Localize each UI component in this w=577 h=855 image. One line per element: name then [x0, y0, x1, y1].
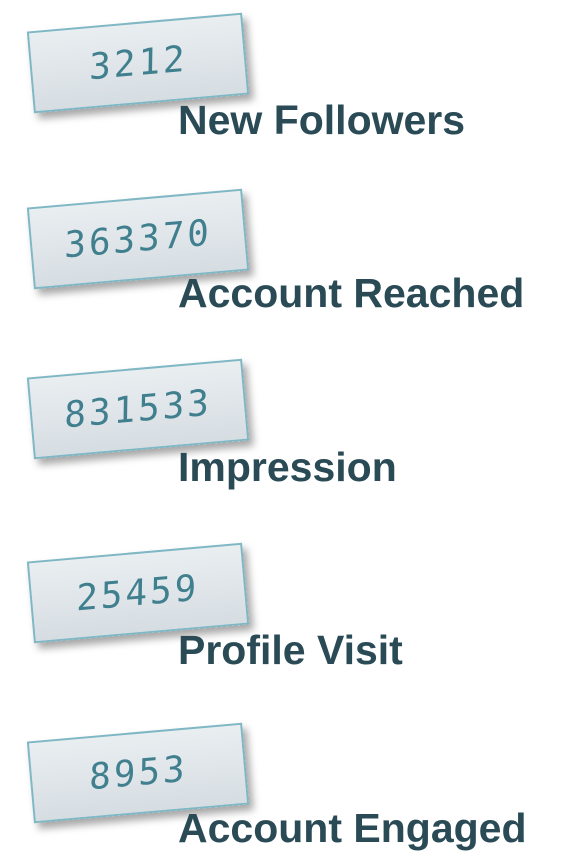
stat-value: 25459 — [76, 567, 200, 619]
stat-value: 831533 — [63, 381, 213, 437]
stat-value: 3212 — [88, 38, 188, 88]
stat-label: Profile Visit — [178, 627, 403, 673]
stat-label: New Followers — [178, 97, 466, 143]
stat-label: Account Reached — [178, 270, 525, 316]
stat-value: 363370 — [63, 211, 213, 267]
stat-label: Impression — [178, 444, 397, 490]
stat-value: 8953 — [88, 748, 188, 798]
stat-label: Account Engaged — [178, 805, 527, 851]
